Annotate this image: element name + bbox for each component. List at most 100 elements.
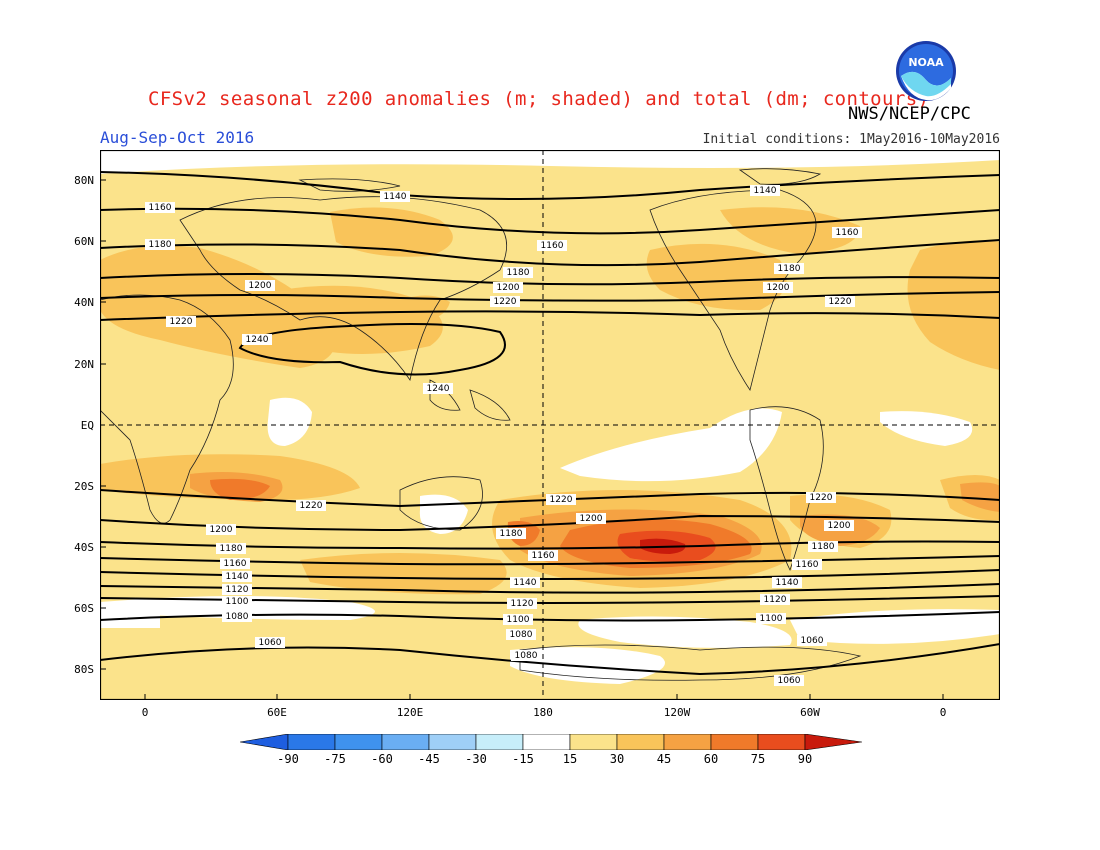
colorbar-label-90: 90 bbox=[797, 752, 813, 766]
lat-label-60s: 60S bbox=[74, 602, 94, 615]
axis-ticks bbox=[100, 179, 944, 700]
svg-text:1080: 1080 bbox=[515, 651, 538, 661]
colorbar-low-arrow bbox=[240, 734, 289, 750]
svg-text:1220: 1220 bbox=[494, 297, 517, 307]
svg-text:1160: 1160 bbox=[836, 228, 859, 238]
colorbar-swatch-10 bbox=[710, 734, 759, 750]
colorbar-label-60: 60 bbox=[703, 752, 719, 766]
contour-label-1200-a: 1200 bbox=[245, 280, 275, 291]
contour-label-1200-f: 1200 bbox=[824, 520, 854, 531]
contour-label-1200-c: 1200 bbox=[763, 282, 793, 293]
contour-label-1200-d: 1200 bbox=[206, 524, 236, 535]
svg-text:1080: 1080 bbox=[510, 630, 533, 640]
svg-text:1140: 1140 bbox=[514, 578, 537, 588]
colorbar-label-m60: -60 bbox=[371, 752, 393, 766]
lat-label-eq: EQ bbox=[80, 419, 94, 432]
contour-label-1060-b: 1060 bbox=[797, 635, 827, 646]
colorbar-swatch-5 bbox=[475, 734, 524, 750]
anomaly-map: 1140 1140 1160 1160 1160 1180 1180 1180 … bbox=[100, 150, 1000, 700]
lat-label-40n: 40N bbox=[74, 296, 94, 309]
svg-text:1180: 1180 bbox=[778, 264, 801, 274]
contour-label-1120-b: 1120 bbox=[507, 598, 537, 609]
colorbar-label-45: 45 bbox=[656, 752, 672, 766]
map-frame bbox=[100, 150, 1000, 700]
svg-text:1220: 1220 bbox=[810, 493, 833, 503]
svg-text:1160: 1160 bbox=[532, 551, 555, 561]
colorbar-swatch-8 bbox=[616, 734, 665, 750]
svg-text:1100: 1100 bbox=[507, 615, 530, 625]
contour-label-1100-c: 1100 bbox=[756, 613, 786, 624]
contour-label-1180-c: 1180 bbox=[774, 263, 804, 274]
colorbar bbox=[240, 734, 862, 750]
lat-label-60n: 60N bbox=[74, 235, 94, 248]
svg-text:1080: 1080 bbox=[226, 612, 249, 622]
svg-text:1220: 1220 bbox=[300, 501, 323, 511]
svg-text:1140: 1140 bbox=[226, 572, 249, 582]
lat-label-20s: 20S bbox=[74, 480, 94, 493]
contour-label-1120-c: 1120 bbox=[760, 594, 790, 605]
svg-text:1200: 1200 bbox=[767, 283, 790, 293]
lon-label-0-west: 0 bbox=[141, 706, 149, 719]
lat-label-80s: 80S bbox=[74, 663, 94, 676]
contour-label-1060-c: 1060 bbox=[774, 675, 804, 686]
svg-text:1140: 1140 bbox=[384, 192, 407, 202]
contour-label-1180-a: 1180 bbox=[145, 239, 175, 250]
contour-label-1180-f: 1180 bbox=[808, 541, 838, 552]
contour-label-1160-a: 1160 bbox=[145, 202, 175, 213]
svg-text:1160: 1160 bbox=[224, 559, 247, 569]
contour-label-1220-d: 1220 bbox=[296, 500, 326, 511]
contour-label-1120-a: 1120 bbox=[222, 584, 252, 595]
lat-label-20n: 20N bbox=[74, 358, 94, 371]
lat-label-80n: 80N bbox=[74, 174, 94, 187]
svg-text:1140: 1140 bbox=[754, 186, 777, 196]
contour-label-1140-e: 1140 bbox=[772, 577, 802, 588]
contour-label-1140-a: 1140 bbox=[380, 191, 410, 202]
lon-label-60w: 60W bbox=[800, 706, 820, 719]
svg-text:1140: 1140 bbox=[776, 578, 799, 588]
svg-text:1060: 1060 bbox=[259, 638, 282, 648]
svg-text:1200: 1200 bbox=[210, 525, 233, 535]
coastlines bbox=[100, 168, 862, 681]
contour-label-1100-a: 1100 bbox=[222, 596, 252, 607]
colorbar-swatch-3 bbox=[381, 734, 430, 750]
contour-label-1160-b: 1160 bbox=[537, 240, 567, 251]
svg-text:1180: 1180 bbox=[812, 542, 835, 552]
svg-text:1180: 1180 bbox=[149, 240, 172, 250]
svg-text:1160: 1160 bbox=[541, 241, 564, 251]
colorbar-label-m30: -30 bbox=[465, 752, 487, 766]
svg-text:1200: 1200 bbox=[828, 521, 851, 531]
contour-label-1220-e: 1220 bbox=[546, 494, 576, 505]
svg-text:1060: 1060 bbox=[778, 676, 801, 686]
colorbar-label-m45: -45 bbox=[418, 752, 440, 766]
contour-label-1160-d: 1160 bbox=[220, 558, 250, 569]
contour-label-1080-b: 1080 bbox=[506, 629, 536, 640]
contour-label-1200-b: 1200 bbox=[493, 282, 523, 293]
colorbar-label-75: 75 bbox=[750, 752, 766, 766]
contour-label-1220-c: 1220 bbox=[825, 296, 855, 307]
contour-label-1160-c: 1160 bbox=[832, 227, 862, 238]
colorbar-swatch-11 bbox=[757, 734, 806, 750]
svg-text:1180: 1180 bbox=[500, 529, 523, 539]
contour-label-1160-e: 1160 bbox=[528, 550, 558, 561]
contour-label-1180-e: 1180 bbox=[496, 528, 526, 539]
svg-text:1160: 1160 bbox=[796, 560, 819, 570]
svg-text:1120: 1120 bbox=[226, 585, 249, 595]
svg-text:1200: 1200 bbox=[249, 281, 272, 291]
contour-label-1060-a: 1060 bbox=[255, 637, 285, 648]
colorbar-label-30: 30 bbox=[609, 752, 625, 766]
contour-label-1160-f: 1160 bbox=[792, 559, 822, 570]
svg-text:1220: 1220 bbox=[829, 297, 852, 307]
colorbar-label-m75: -75 bbox=[324, 752, 346, 766]
initial-conditions: Initial conditions: 1May2016-10May2016 bbox=[702, 132, 1000, 147]
contour-label-1140-b: 1140 bbox=[750, 185, 780, 196]
svg-text:1220: 1220 bbox=[170, 317, 193, 327]
contour-label-1240-a: 1240 bbox=[242, 334, 272, 345]
colorbar-swatch-7 bbox=[569, 734, 618, 750]
contour-label-1140-c: 1140 bbox=[222, 571, 252, 582]
contour-label-1220-b: 1220 bbox=[490, 296, 520, 307]
svg-text:1060: 1060 bbox=[801, 636, 824, 646]
season-label: Aug-Sep-Oct 2016 bbox=[100, 128, 255, 147]
svg-text:1100: 1100 bbox=[226, 597, 249, 607]
colorbar-label-m90: -90 bbox=[277, 752, 299, 766]
contour-label-1080-a: 1080 bbox=[222, 611, 252, 622]
